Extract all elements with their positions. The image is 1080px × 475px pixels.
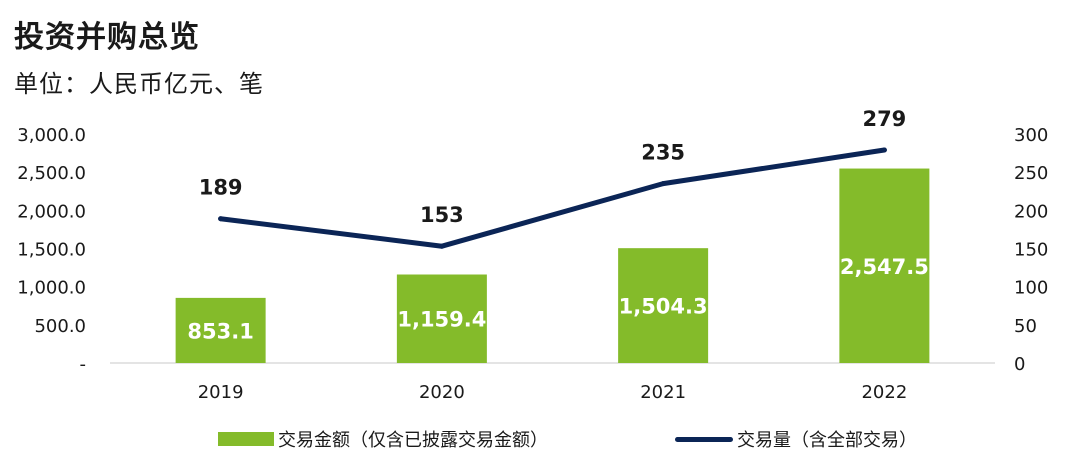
chart-title: 投资并购总览: [14, 20, 200, 55]
bar-data-label: 853.1: [187, 319, 253, 343]
line-data-label: 279: [862, 107, 906, 131]
y-left-tick-label: 3,000.0: [17, 125, 86, 146]
y-right-tick-label: 0: [1014, 354, 1025, 375]
x-tick-label: 2020: [419, 382, 465, 403]
y-right-tick-label: 50: [1014, 316, 1037, 337]
y-left-tick-label: -: [80, 354, 87, 375]
y-left-tick-label: 500.0: [34, 316, 86, 337]
legend-bar-swatch: [218, 432, 274, 446]
combo-chart: - 500.0 1,000.0 1,500.0 2,000.0 2,500.0 3,000.…: [17, 107, 1048, 403]
line-point: [881, 147, 887, 153]
legend-item-bar: 交易金额（仅含已披露交易金额）: [218, 424, 548, 454]
y-right-tick-label: 250: [1014, 163, 1048, 184]
bar: [175, 297, 266, 363]
legend: 交易金额（仅含已披露交易金额） 交易量（含全部交易）: [0, 424, 1080, 454]
y-right-tick-label: 300: [1014, 125, 1048, 146]
line-data-label: 153: [420, 203, 464, 227]
bar-data-label: 2,547.5: [840, 255, 929, 279]
line-series: [218, 147, 887, 249]
legend-label-line: 交易量（含全部交易）: [737, 430, 917, 451]
bar: [618, 248, 709, 363]
x-tick-label: 2019: [198, 382, 244, 403]
line-point: [660, 181, 666, 187]
legend-item-line: 交易量（含全部交易）: [675, 424, 917, 454]
bar: [839, 168, 930, 363]
bar: [396, 274, 487, 363]
legend-line-swatch: [675, 436, 733, 442]
y-left-tick-label: 2,000.0: [17, 201, 86, 222]
y-left-tick-label: 1,000.0: [17, 278, 86, 299]
y-left-tick-label: 1,500.0: [17, 240, 86, 261]
line-data-label: 189: [199, 176, 243, 200]
line-point: [218, 216, 224, 222]
y-left-tick-label: 2,500.0: [17, 163, 86, 184]
x-tick-label: 2022: [861, 382, 907, 403]
x-tick-label: 2021: [640, 382, 686, 403]
legend-label-bar: 交易金额（仅含已披露交易金额）: [278, 430, 548, 451]
bar-data-label: 1,504.3: [619, 295, 708, 319]
line-data-label: 235: [641, 141, 685, 165]
y-right-tick-label: 100: [1014, 278, 1048, 299]
y-right-tick-label: 150: [1014, 240, 1048, 261]
bar-data-label: 1,159.4: [397, 308, 486, 332]
line-point: [439, 243, 445, 249]
y-right-tick-label: 200: [1014, 201, 1048, 222]
chart-subtitle: 单位：人民币亿元、笔: [14, 70, 264, 98]
